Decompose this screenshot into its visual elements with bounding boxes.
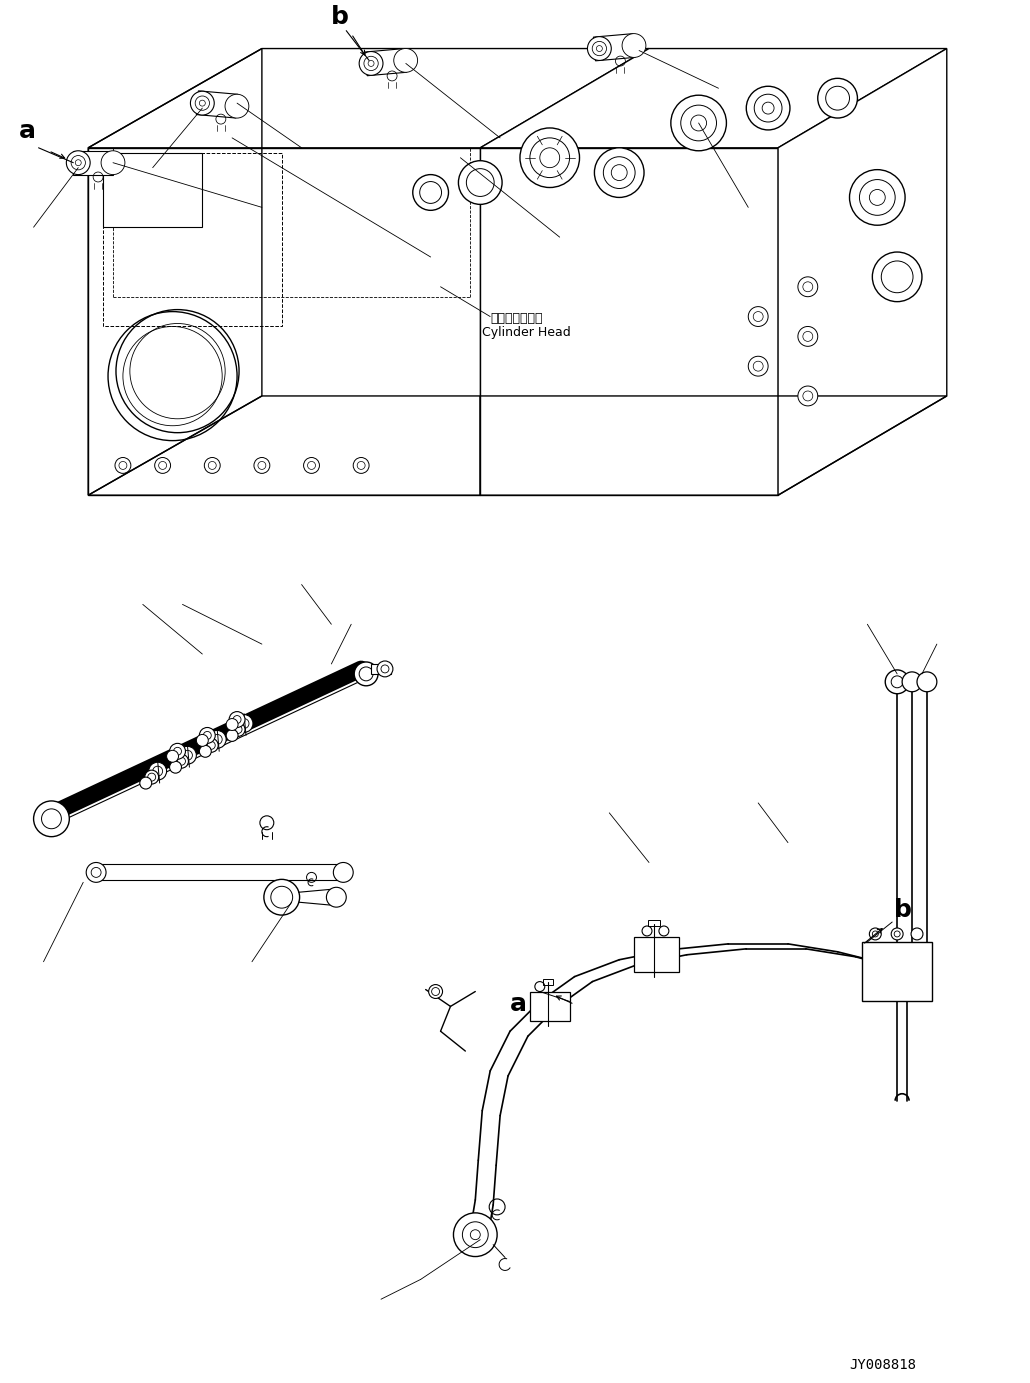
Circle shape: [798, 386, 818, 405]
Circle shape: [231, 722, 245, 736]
Circle shape: [148, 762, 167, 780]
Circle shape: [428, 985, 443, 999]
Circle shape: [747, 86, 790, 130]
Circle shape: [622, 33, 646, 58]
Circle shape: [594, 148, 644, 198]
Text: a: a: [510, 993, 527, 1017]
Polygon shape: [529, 992, 570, 1021]
Circle shape: [140, 777, 151, 790]
Text: b: b: [894, 898, 912, 922]
Circle shape: [178, 747, 197, 765]
Circle shape: [229, 712, 245, 727]
Circle shape: [798, 326, 818, 346]
Circle shape: [671, 95, 726, 151]
Polygon shape: [89, 48, 649, 148]
Circle shape: [359, 51, 383, 75]
Circle shape: [354, 662, 378, 686]
Circle shape: [200, 727, 215, 744]
Circle shape: [204, 739, 218, 752]
Polygon shape: [89, 148, 480, 495]
Circle shape: [264, 880, 300, 916]
Circle shape: [453, 1213, 497, 1257]
Circle shape: [917, 672, 937, 692]
Circle shape: [191, 91, 214, 115]
Circle shape: [170, 761, 181, 773]
Circle shape: [912, 928, 923, 940]
Circle shape: [377, 661, 392, 676]
Circle shape: [170, 744, 185, 759]
Circle shape: [235, 715, 253, 733]
Polygon shape: [103, 152, 202, 227]
Circle shape: [334, 863, 353, 882]
Circle shape: [587, 36, 611, 61]
Polygon shape: [365, 48, 407, 76]
Circle shape: [197, 734, 208, 747]
Polygon shape: [197, 91, 238, 118]
Circle shape: [869, 928, 882, 940]
Circle shape: [87, 863, 106, 882]
Circle shape: [167, 751, 178, 762]
Text: JY008818: JY008818: [850, 1358, 917, 1372]
Circle shape: [145, 770, 159, 784]
Polygon shape: [862, 942, 932, 1001]
Circle shape: [34, 801, 69, 837]
Text: Cylinder Head: Cylinder Head: [482, 326, 571, 339]
Circle shape: [798, 277, 818, 297]
Circle shape: [891, 928, 903, 940]
Text: a: a: [19, 119, 36, 142]
Circle shape: [66, 151, 91, 174]
Circle shape: [200, 745, 211, 758]
Polygon shape: [778, 48, 947, 495]
Circle shape: [458, 160, 502, 205]
Circle shape: [174, 754, 188, 768]
Circle shape: [850, 170, 905, 225]
Circle shape: [818, 79, 857, 118]
Circle shape: [227, 729, 238, 741]
Circle shape: [101, 151, 125, 174]
Polygon shape: [480, 148, 778, 495]
Circle shape: [520, 129, 580, 188]
Circle shape: [393, 48, 417, 72]
Circle shape: [748, 357, 768, 376]
Circle shape: [413, 174, 448, 210]
Polygon shape: [593, 33, 636, 61]
Circle shape: [327, 888, 346, 907]
Polygon shape: [371, 664, 391, 674]
Circle shape: [902, 672, 922, 692]
Circle shape: [748, 307, 768, 326]
Circle shape: [225, 94, 249, 118]
Circle shape: [208, 730, 227, 748]
Text: シリンダヘッド: シリンダヘッド: [490, 311, 543, 325]
Polygon shape: [73, 151, 113, 174]
Text: b: b: [332, 4, 349, 29]
Circle shape: [227, 719, 238, 730]
Polygon shape: [634, 936, 679, 972]
Circle shape: [872, 252, 922, 301]
Circle shape: [885, 669, 909, 694]
Polygon shape: [480, 48, 947, 148]
